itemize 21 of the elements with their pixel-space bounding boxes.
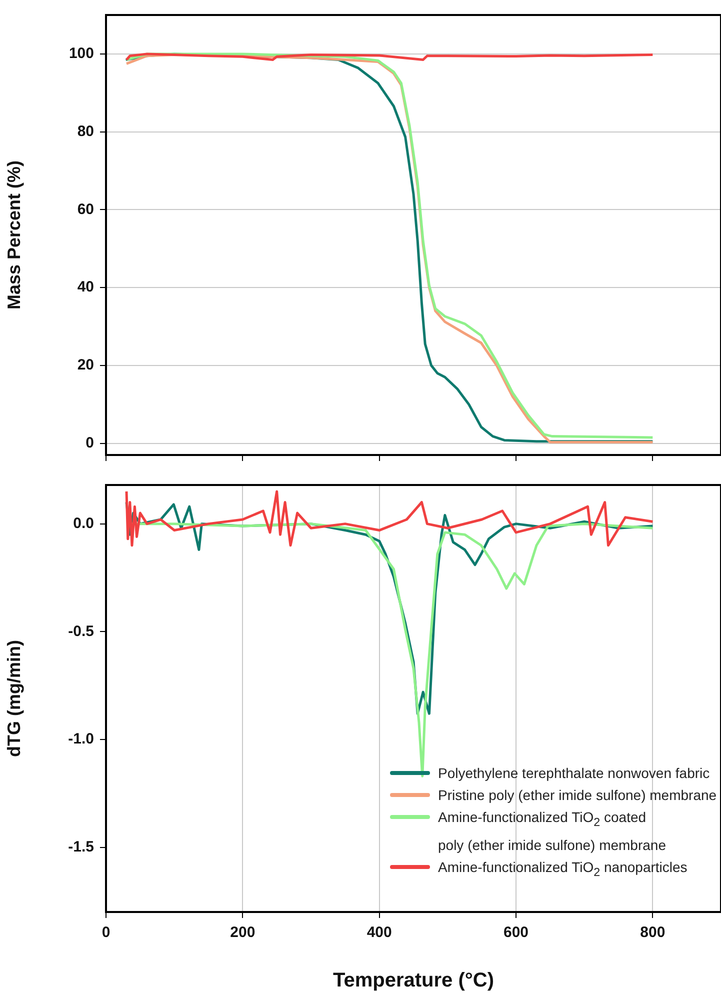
x-tick-label: 600 bbox=[503, 924, 529, 942]
y-tick-label: 20 bbox=[77, 356, 94, 374]
y-tick-label: 60 bbox=[77, 200, 94, 218]
y-tick-label: -1.5 bbox=[68, 838, 94, 856]
x-tick-label: 200 bbox=[230, 924, 256, 942]
y-tick-label: 40 bbox=[77, 278, 94, 296]
x-axis-title: Temperature (°C) bbox=[333, 970, 494, 992]
x-tick-label: 800 bbox=[640, 924, 666, 942]
x-tick-label: 400 bbox=[366, 924, 392, 942]
y-tick-label: 80 bbox=[77, 122, 94, 140]
y-tick-label: -1.0 bbox=[68, 730, 94, 748]
y-tick-label: 100 bbox=[68, 45, 94, 62]
x-tick-label: 0 bbox=[102, 924, 110, 942]
y-axis-title: dTG (mg/min) bbox=[4, 640, 24, 757]
y-tick-label: 0.0 bbox=[73, 514, 94, 532]
y-tick-label: -0.5 bbox=[68, 622, 94, 640]
legend-label: Amine-functionalized TiO$_{2}$ nanoparticles bbox=[438, 858, 688, 881]
legend-label: Polyethylene terephthalate nonwoven fabric bbox=[438, 764, 710, 783]
legend-label: Pristine poly (ether imide sulfone) membrane bbox=[438, 786, 717, 805]
y-tick-label: 0 bbox=[86, 434, 94, 452]
y-axis-title: Mass Percent (%) bbox=[4, 160, 24, 310]
